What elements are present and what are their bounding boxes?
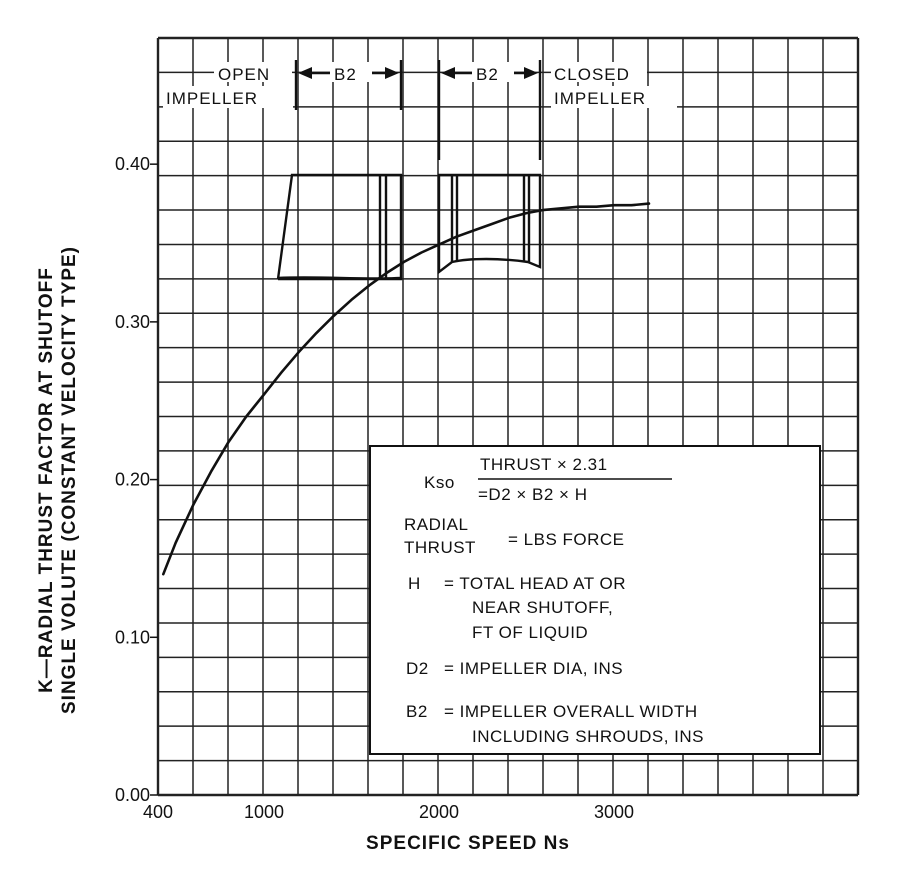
open-impeller-label: IMPELLER: [166, 89, 258, 108]
impeller-sketches: [276, 60, 542, 281]
x-tick-labels: 400 1000 2000 3000: [143, 802, 634, 822]
open-label: OPEN: [218, 65, 270, 84]
x-tick-label: 3000: [594, 802, 634, 822]
thrust-label: THRUST: [404, 538, 476, 557]
b2-definition-line2: INCLUDING SHROUDS, INS: [472, 727, 704, 746]
y-tick-label: 0.30: [115, 312, 150, 332]
h-symbol: H: [408, 574, 421, 593]
b2-open-label: B2: [334, 65, 357, 84]
radial-label: RADIAL: [404, 515, 468, 534]
d2-definition: = IMPELLER DIA, INS: [444, 659, 623, 678]
kso-symbol: Kso: [424, 473, 455, 492]
formula-denominator: =D2 × B2 × H: [478, 485, 587, 504]
h-definition-line2: NEAR SHUTOFF,: [472, 598, 613, 617]
closed-impeller-sketch: [437, 173, 542, 275]
closed-impeller-label: IMPELLER: [554, 89, 646, 108]
x-tick-label: 1000: [244, 802, 284, 822]
y-tick-label: 0.10: [115, 627, 150, 647]
thrust-factor-curve: [162, 202, 651, 576]
y-tick-label: 0.40: [115, 154, 150, 174]
formula-numerator: THRUST × 2.31: [480, 455, 608, 474]
h-definition-line3: FT OF LIQUID: [472, 623, 588, 642]
h-definition-line1: = TOTAL HEAD AT OR: [444, 574, 626, 593]
b2-symbol: B2: [406, 702, 428, 721]
y-axis-title-line2: SINGLE VOLUTE (CONSTANT VELOCITY TYPE): [59, 246, 80, 714]
b2-definition-line1: = IMPELLER OVERALL WIDTH: [444, 702, 698, 721]
x-tick-label: 2000: [419, 802, 459, 822]
definitions-box: Kso THRUST × 2.31 =D2 × B2 × H RADIAL TH…: [369, 445, 821, 755]
open-impeller-sketch: [276, 173, 403, 281]
radial-thrust-definition: = LBS FORCE: [508, 530, 625, 549]
y-tick-label: 0.00: [115, 785, 150, 805]
x-tick-label: 400: [143, 802, 173, 822]
definitions-box-frame: [369, 445, 821, 755]
y-tick-labels: 0.00 0.10 0.20 0.30 0.40: [115, 154, 158, 805]
d2-symbol: D2: [406, 659, 429, 678]
impeller-annotations: OPEN IMPELLER B2 B2 CLOSED IMPELLER: [163, 62, 677, 108]
b2-closed-label: B2: [476, 65, 499, 84]
y-tick-label: 0.20: [115, 470, 150, 490]
x-axis-title: SPECIFIC SPEED Ns: [366, 833, 570, 854]
closed-label: CLOSED: [554, 65, 630, 84]
y-axis-title-line1: K—RADIAL THRUST FACTOR AT SHUTOFF: [36, 267, 57, 693]
